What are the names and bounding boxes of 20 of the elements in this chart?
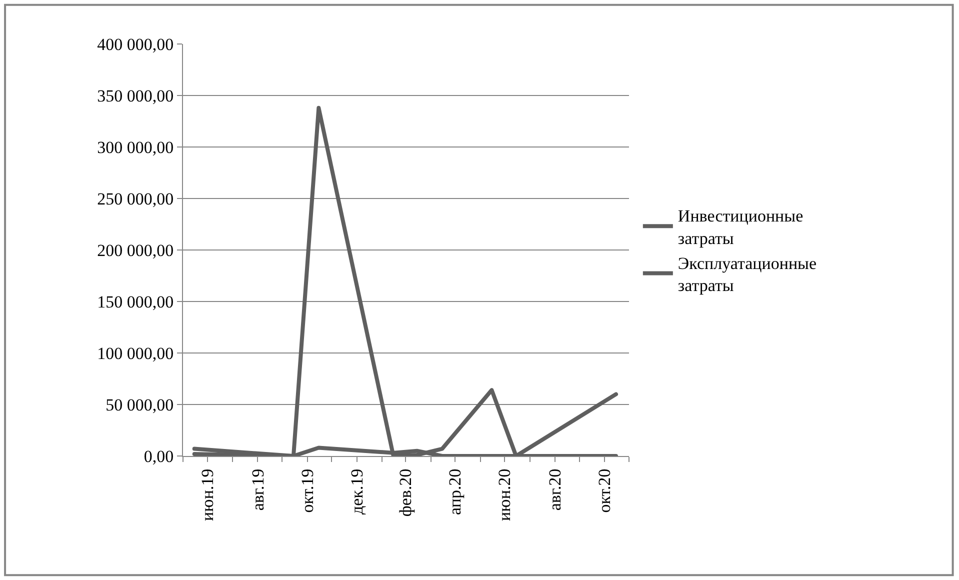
x-tick-label: июн.19 — [198, 468, 217, 521]
legend-label: Инвестиционные затраты — [678, 206, 804, 248]
y-tick-label: 200 000,00 — [97, 240, 174, 260]
x-tick-label: июн.20 — [495, 468, 514, 521]
x-tick-label: фев.20 — [396, 468, 416, 517]
y-tick-label: 400 000,00 — [97, 34, 174, 54]
x-tick-label: авг.20 — [546, 468, 565, 511]
legend-label: Эксплуатационные затраты — [678, 254, 817, 295]
y-tick-label: 300 000,00 — [97, 138, 174, 157]
x-tick-label: апр.20 — [446, 468, 465, 515]
x-tick-label: окт.19 — [298, 468, 317, 513]
x-tick-label: авг.19 — [248, 468, 268, 511]
y-tick-label: 100 000,00 — [97, 344, 174, 363]
y-tick-label: 0,00 — [144, 446, 174, 466]
x-tick-label: окт.20 — [595, 468, 614, 513]
y-tick-label: 250 000,00 — [97, 189, 174, 208]
y-tick-label: 50 000,00 — [106, 395, 174, 414]
x-tick-label: дек.19 — [347, 468, 366, 515]
y-tick-label: 350 000,00 — [97, 86, 174, 106]
y-tick-label: 150 000,00 — [97, 292, 174, 312]
